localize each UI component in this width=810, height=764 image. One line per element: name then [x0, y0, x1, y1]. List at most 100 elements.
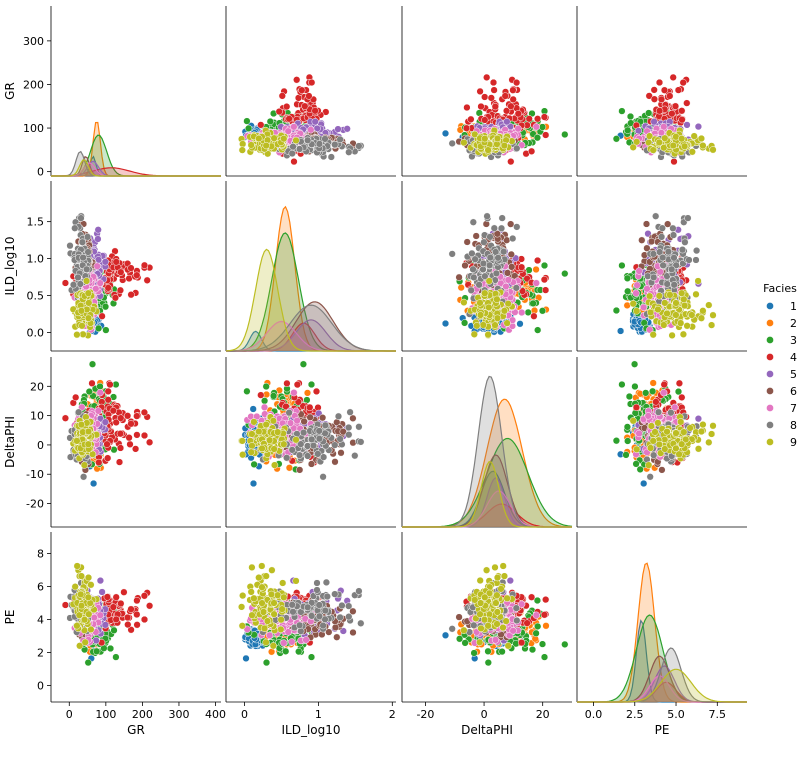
point-facies-3	[243, 117, 251, 125]
point-facies-6	[463, 238, 471, 246]
point-facies-8	[83, 233, 92, 241]
point-facies-8	[649, 250, 658, 258]
point-facies-6	[508, 263, 516, 271]
point-facies-5	[343, 125, 351, 133]
point-facies-4	[127, 291, 135, 299]
point-facies-9	[661, 299, 669, 307]
point-facies-5	[311, 118, 319, 126]
point-facies-9	[663, 309, 671, 318]
point-facies-8	[668, 265, 676, 273]
point-facies-9	[666, 291, 674, 299]
point-facies-6	[642, 220, 651, 228]
point-facies-9	[688, 311, 696, 319]
point-facies-8	[512, 284, 520, 292]
point-facies-9	[633, 138, 641, 146]
point-facies-8	[480, 238, 488, 246]
point-facies-8	[483, 212, 491, 220]
point-facies-9	[645, 292, 654, 300]
point-facies-4	[666, 92, 674, 100]
point-facies-9	[633, 307, 641, 315]
point-facies-3	[612, 306, 621, 315]
point-facies-4	[679, 78, 687, 87]
point-facies-3	[102, 326, 110, 334]
point-facies-4	[533, 256, 542, 265]
point-facies-8	[304, 136, 312, 144]
point-facies-6	[472, 232, 480, 240]
point-facies-9	[82, 277, 91, 285]
point-facies-9	[493, 134, 502, 143]
point-facies-4	[61, 279, 70, 287]
point-facies-8	[74, 273, 82, 282]
point-facies-4	[143, 276, 151, 284]
point-facies-8	[327, 153, 335, 161]
y-tick-label: 0.0	[27, 327, 45, 340]
point-facies-4	[517, 263, 526, 271]
point-facies-9	[262, 141, 270, 150]
point-facies-9	[84, 289, 92, 297]
point-facies-3	[94, 324, 103, 333]
point-facies-9	[476, 311, 485, 319]
point-facies-8	[650, 273, 658, 282]
panel-GR-vs-DeltaPHI	[401, 6, 572, 177]
point-facies-8	[448, 250, 456, 258]
point-facies-8	[76, 280, 84, 288]
point-facies-4	[467, 115, 475, 123]
panel-GR-vs-PE	[576, 6, 747, 177]
point-facies-4	[483, 73, 491, 82]
point-facies-9	[476, 299, 484, 307]
point-facies-4	[305, 92, 313, 100]
point-facies-4	[112, 258, 120, 266]
panel-ILD_log10-vs-DeltaPHI	[401, 181, 572, 352]
point-facies-4	[140, 261, 149, 269]
point-facies-7	[514, 125, 522, 133]
point-facies-9	[661, 134, 669, 142]
point-facies-9	[646, 308, 655, 317]
point-facies-1	[616, 327, 625, 335]
point-facies-8	[83, 265, 91, 273]
y-axis-label-GR: GR	[3, 82, 17, 100]
point-facies-4	[294, 94, 303, 102]
point-facies-3	[460, 319, 469, 327]
point-facies-7	[635, 267, 643, 275]
point-facies-5	[503, 118, 511, 126]
point-facies-1	[516, 320, 524, 328]
point-facies-8	[692, 256, 700, 264]
point-facies-4	[481, 116, 489, 124]
point-facies-5	[694, 122, 703, 131]
point-facies-9	[688, 148, 696, 156]
point-facies-4	[311, 107, 319, 115]
point-facies-9	[697, 314, 706, 322]
point-facies-8	[684, 214, 692, 222]
point-facies-9	[660, 321, 668, 329]
point-facies-9	[470, 330, 478, 338]
point-facies-8	[681, 238, 689, 246]
point-facies-3	[244, 124, 253, 133]
point-facies-9	[680, 295, 688, 303]
point-facies-9	[709, 311, 717, 319]
point-facies-4	[117, 268, 125, 276]
kde-fill-facies-5	[51, 161, 221, 176]
point-facies-4	[491, 102, 499, 111]
point-facies-3	[618, 261, 626, 270]
point-facies-8	[475, 281, 483, 289]
point-facies-4	[490, 86, 498, 94]
panel-ILD_log10-vs-GR	[50, 181, 221, 352]
point-facies-8	[678, 246, 687, 254]
point-facies-8	[69, 281, 78, 289]
point-facies-4	[507, 157, 515, 166]
point-facies-3	[533, 134, 542, 142]
point-facies-8	[66, 242, 74, 250]
point-facies-8	[321, 135, 329, 143]
point-facies-4	[650, 95, 659, 103]
point-facies-8	[77, 214, 85, 222]
point-facies-1	[441, 129, 450, 138]
point-facies-8	[492, 269, 501, 278]
point-facies-9	[500, 307, 509, 315]
point-facies-4	[540, 113, 549, 121]
panel-GR-vs-GR	[50, 6, 221, 177]
point-facies-9	[678, 289, 686, 297]
point-facies-9	[493, 314, 502, 322]
point-facies-8	[486, 253, 494, 262]
point-facies-3	[645, 109, 653, 117]
y-axis-label-ILD_log10: ILD_log10	[3, 236, 17, 295]
